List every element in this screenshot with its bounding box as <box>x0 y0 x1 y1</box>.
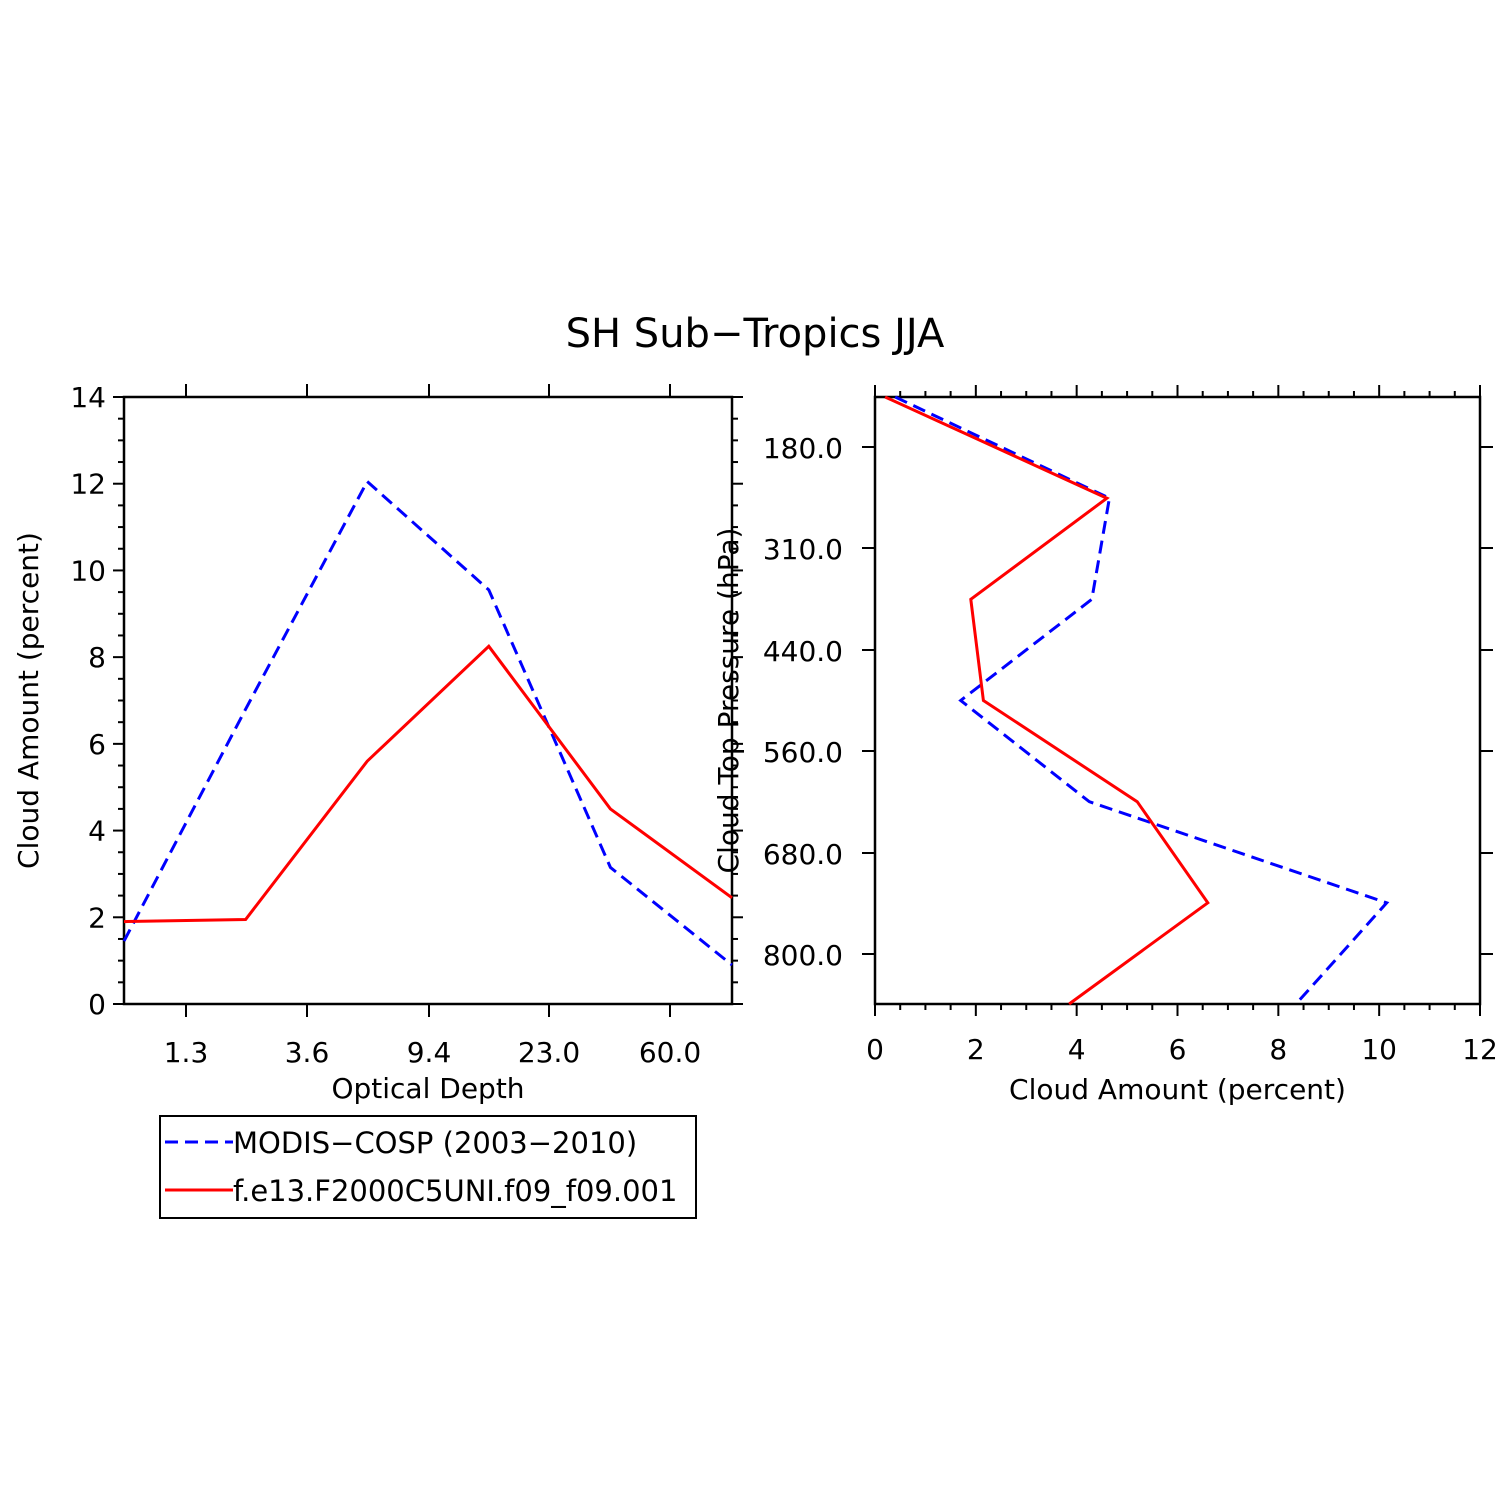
x-tick-label: 1.3 <box>164 1036 209 1069</box>
y-tick-label: 800.0 <box>763 939 843 972</box>
series-line-model <box>123 644 733 924</box>
y-tick-label: 310.0 <box>763 533 843 566</box>
x-tick-label: 23.0 <box>518 1036 580 1069</box>
plot-frame <box>873 395 1482 1006</box>
x-tick-label: 4 <box>1068 1033 1086 1066</box>
x-axis-label: Cloud Amount (percent) <box>1009 1073 1346 1106</box>
plot-frame <box>122 395 734 1006</box>
figure-title: SH Sub−Tropics JJA <box>566 311 945 357</box>
y-tick-label: 680.0 <box>763 838 843 871</box>
y-tick-label: 8 <box>88 641 106 674</box>
x-axis-label: Optical Depth <box>331 1072 524 1105</box>
x-tick-label: 3.6 <box>285 1036 330 1069</box>
y-tick-label: 440.0 <box>763 635 843 668</box>
y-tick-label: 180.0 <box>763 432 843 465</box>
pressure-profile-panel: 0 2 4 6 8 10 12 180.0 310.0 440.0 560.0 680.0 800.0 C… <box>712 385 1498 1106</box>
y-tick-label: 560.0 <box>763 736 843 769</box>
legend-label-model: f.e13.F2000C5UNI.f09_f09.001 <box>233 1174 677 1208</box>
x-tick-label: 6 <box>1169 1033 1187 1066</box>
x-tick-label: 0 <box>866 1033 884 1066</box>
x-tick-label: 2 <box>967 1033 985 1066</box>
y-tick-label: 6 <box>88 728 106 761</box>
y-tick-label: 12 <box>70 468 106 501</box>
series-line-obs <box>122 479 733 967</box>
x-tick-label: 60.0 <box>639 1036 701 1069</box>
y-tick-label: 4 <box>88 815 106 848</box>
y-axis-label: Cloud Amount (percent) <box>12 532 45 869</box>
legend: MODIS−COSP (2003−2010) f.e13.F2000C5UNI.… <box>159 1115 697 1219</box>
x-tick-label: 10 <box>1361 1033 1397 1066</box>
y-axis-label: Cloud Top Pressure (hPa) <box>712 528 745 874</box>
legend-label-obs: MODIS−COSP (2003−2010) <box>233 1126 637 1160</box>
series-line-obs <box>894 395 1390 1006</box>
y-tick-label: 10 <box>70 554 106 587</box>
legend-box <box>159 1115 697 1219</box>
optical-depth-panel: 0 2 4 6 8 10 12 14 1.3 3.6 9.4 23.0 60.0 Optical Dept… <box>12 381 743 1105</box>
y-tick-label: 14 <box>70 381 106 414</box>
y-tick-label: 0 <box>88 988 106 1021</box>
x-tick-label: 8 <box>1269 1033 1287 1066</box>
series-line-model <box>884 395 1210 1006</box>
x-tick-label: 12 <box>1462 1033 1498 1066</box>
x-tick-label: 9.4 <box>407 1036 452 1069</box>
y-tick-label: 2 <box>88 901 106 934</box>
